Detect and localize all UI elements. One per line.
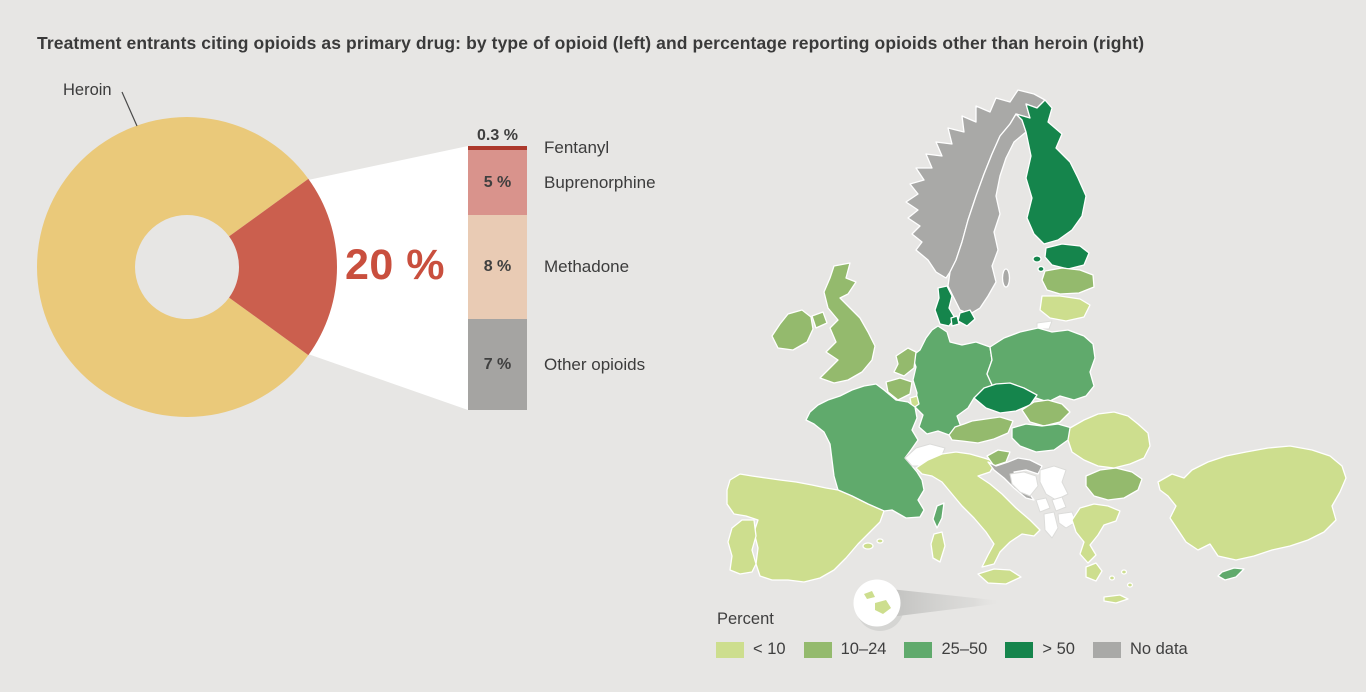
map-country-bosnia [1009,471,1039,497]
bar-value-label-other-opioids: 7 % [483,356,512,373]
map-country-north-macedonia [1057,511,1077,529]
map-region-northern-ireland [811,311,828,329]
legend-swatch-nodata [1092,641,1121,658]
map-country-albania [1043,511,1059,539]
legend-label-b10_24: 10–24 [840,640,887,658]
funnel-shape [308,146,468,410]
page-title: Treatment entrants citing opioids as pri… [37,33,1145,53]
map-region-kaliningrad [1036,320,1053,330]
donut-slice-other-opioids [229,178,337,356]
map-country-ireland [771,309,814,351]
bar-category-label-fentanyl: Fentanyl [544,138,610,157]
map-island-crete [1103,594,1129,604]
map-region-peloponnese [1085,562,1103,582]
breakdown-bar [468,146,527,410]
map-island-gozo [864,591,875,599]
legend-item-nodata: No data [1092,640,1188,659]
donut-slice-heroin [36,117,309,417]
bar-segment-methadone [468,215,527,319]
legend-item-gt50: > 50 [1005,640,1075,659]
bar-value-label-fentanyl: 0.3 % [477,127,518,144]
map-country-spain [726,473,885,583]
legend-label-lt10: < 10 [753,640,786,658]
bar-category-label-buprenorphine: Buprenorphine [544,173,656,192]
bar-category-label-other-opioids: Other opioids [544,355,646,374]
legend-item-b10_24: 10–24 [803,640,887,659]
heroin-leader-line [121,91,138,127]
map-island-hiiumaa [1037,265,1045,273]
map-country-france [805,383,925,519]
map-country-slovakia [1021,399,1071,427]
map-island-menorca [876,538,884,544]
map-country-hungary [1011,423,1073,453]
map-island-sardinia [930,531,946,563]
legend-label-gt50: > 50 [1042,640,1075,658]
legend-swatch-b25_50 [904,641,933,658]
map-country-turkey [1157,445,1347,561]
bar-category-label-methadone: Methadone [544,257,630,276]
legend-swatch-gt50 [1005,641,1034,658]
map-country-netherlands [893,347,917,377]
malta-inset-cone [890,589,1003,617]
legend-item-b25_50: 25–50 [904,640,987,659]
map-country-united-kingdom [819,262,876,384]
map-country-sweden [947,113,1027,315]
legend-swatch-b10_24 [803,641,832,658]
bar-segment-fentanyl [468,146,527,150]
legend-swatch-lt10 [716,641,744,658]
map-island-mallorca [862,542,874,550]
map-island-gotland [1001,268,1011,288]
map-country-estonia [1044,243,1090,270]
map-country-latvia [1041,267,1095,295]
legend-label-b25_50: 25–50 [941,640,988,658]
legend-label-nodata: No data [1129,640,1188,658]
map-country-czech-republic [973,382,1038,414]
map-country-austria [948,416,1014,444]
legend-item-lt10: < 10 [716,640,786,659]
donut-chart [36,91,468,417]
map-country-serbia [1039,465,1069,501]
map-country-portugal [727,519,757,575]
map-country-montenegro [1035,497,1051,513]
map-island-corsica [932,502,945,529]
map-island-sicily [977,568,1022,585]
map-country-greece [1071,503,1121,564]
map-country-cyprus [1217,567,1245,581]
map-island-aegean-1 [1108,575,1116,581]
map-country-romania [1067,411,1151,469]
map-island-malta [875,600,891,614]
donut-slice-label-heroin: Heroin [63,81,112,99]
bar-segment-buprenorphine [468,150,527,215]
map-country-bulgaria [1085,467,1143,501]
map-country-lithuania [1039,295,1091,322]
map-country-denmark-funen [950,315,960,327]
map-island-aegean-2 [1120,569,1128,575]
map-country-belgium [885,377,913,401]
map-island-saaremaa [1032,255,1042,263]
map-island-aegean-3 [1126,582,1134,588]
bar-value-label-buprenorphine: 5 % [483,174,512,191]
donut-callout: 20 % [345,241,446,289]
map-legend: < 10 10–24 25–50 > 50 No data [716,640,1188,659]
map-country-italy [915,451,1041,568]
bar-value-label-methadone: 8 % [483,258,512,275]
map-legend-title: Percent [717,610,774,628]
map-country-finland [1015,99,1087,245]
bar-segment-other-opioids [468,319,527,410]
map-country-germany [911,325,994,436]
map-country-kosovo [1051,496,1067,512]
europe-choropleth-map [726,89,1347,631]
